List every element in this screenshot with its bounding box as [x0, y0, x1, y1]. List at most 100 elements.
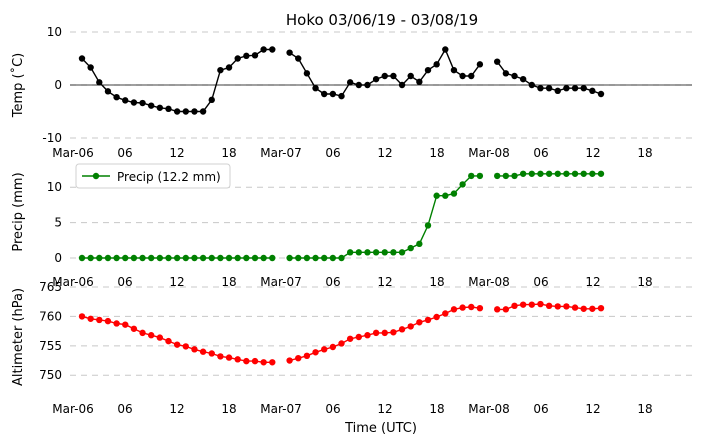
data-point [329, 343, 337, 351]
data-point [364, 249, 371, 256]
data-point [104, 88, 112, 95]
data-point [234, 55, 241, 62]
legend-box [75, 163, 231, 189]
data-point [260, 359, 267, 366]
data-point [191, 254, 198, 262]
data-point [148, 254, 155, 262]
data-point [243, 357, 250, 365]
data-point [424, 66, 432, 74]
data-point [494, 58, 501, 65]
data-point [554, 87, 561, 95]
x-tick-label: 18 [429, 402, 444, 416]
data-point [398, 326, 406, 333]
data-point [78, 254, 86, 262]
data-point [364, 332, 371, 339]
data-point [372, 75, 380, 83]
data-point [148, 102, 155, 109]
x-tick-label: Mar-07 [260, 275, 301, 289]
data-point [251, 254, 259, 262]
data-point [433, 61, 440, 68]
data-point [156, 254, 164, 262]
data-point [519, 301, 527, 308]
data-point [390, 329, 397, 336]
data-point [416, 319, 423, 326]
x-tick-label: 18 [637, 402, 652, 416]
data-point [122, 254, 129, 262]
data-point [355, 333, 362, 341]
data-point [208, 350, 215, 357]
data-point [476, 172, 484, 180]
x-tick-label: 06 [533, 275, 548, 289]
data-point [407, 244, 414, 252]
data-point [589, 170, 596, 177]
data-point [225, 254, 233, 262]
data-point [122, 321, 129, 328]
data-point [589, 305, 596, 312]
data-point [381, 72, 388, 80]
x-tick-label: 12 [377, 402, 392, 416]
data-point [416, 240, 423, 248]
data-point [321, 90, 328, 98]
data-point [450, 190, 458, 197]
data-point [78, 55, 86, 62]
data-point [113, 93, 120, 101]
data-point [450, 306, 458, 313]
data-point [321, 346, 328, 353]
data-point [173, 341, 181, 348]
data-point [295, 254, 302, 262]
data-point [364, 81, 371, 89]
x-tick-label: 12 [585, 146, 600, 160]
data-point [130, 254, 138, 262]
data-point [545, 170, 553, 177]
chart-title: Hoko 03/06/19 - 03/08/19 [286, 11, 478, 29]
data-point [130, 325, 138, 332]
data-point [355, 81, 362, 89]
data-point [511, 302, 518, 310]
data-point [346, 79, 354, 86]
x-tick-label: 18 [429, 275, 444, 289]
x-tick-label: Mar-08 [468, 146, 509, 160]
panel-2: 750 755 760 765 Mar-06 06 12 18 Mar-07 06 12 18 Mar-… [11, 280, 692, 436]
data-point [182, 108, 189, 115]
x-tick-label: 18 [637, 275, 652, 289]
data-point [494, 172, 501, 180]
x-tick-label: Mar-06 [52, 402, 93, 416]
data-point [321, 254, 328, 262]
data-point [329, 90, 337, 98]
data-point [519, 75, 527, 83]
data-point [338, 254, 345, 262]
data-point [130, 99, 138, 106]
data-point [459, 304, 466, 311]
data-point [156, 334, 164, 341]
panel-1: 0 5 10 Mar-06 06 12 18 Mar-07 06 12 18 Mar-08 06 12 18… [11, 163, 692, 289]
legend: Precip (12.2 mm) [75, 163, 231, 189]
data-point [537, 300, 544, 308]
data-point [165, 105, 172, 113]
data-point [372, 329, 380, 337]
data-point [580, 170, 587, 177]
data-point [511, 72, 518, 80]
data-point [424, 316, 432, 324]
data-point [295, 354, 302, 362]
data-point [173, 254, 181, 262]
data-point [191, 346, 198, 353]
data-point [303, 70, 311, 77]
data-point [269, 254, 276, 262]
data-point [563, 303, 570, 310]
data-point [199, 108, 207, 115]
data-point [312, 254, 319, 262]
x-tick-label: 12 [585, 402, 600, 416]
x-tick-label: Mar-06 [52, 275, 93, 289]
data-point [165, 254, 172, 262]
data-point [338, 92, 345, 100]
data-point [450, 66, 458, 74]
data-point [563, 170, 570, 177]
x-axis-label: Time (UTC) [344, 421, 417, 436]
data-point [104, 254, 112, 262]
data-point [528, 170, 535, 177]
data-point [433, 313, 440, 321]
x-tick-label: Mar-07 [260, 146, 301, 160]
x-tick-label: 12 [169, 275, 184, 289]
data-point [519, 170, 527, 177]
data-point [217, 254, 224, 262]
